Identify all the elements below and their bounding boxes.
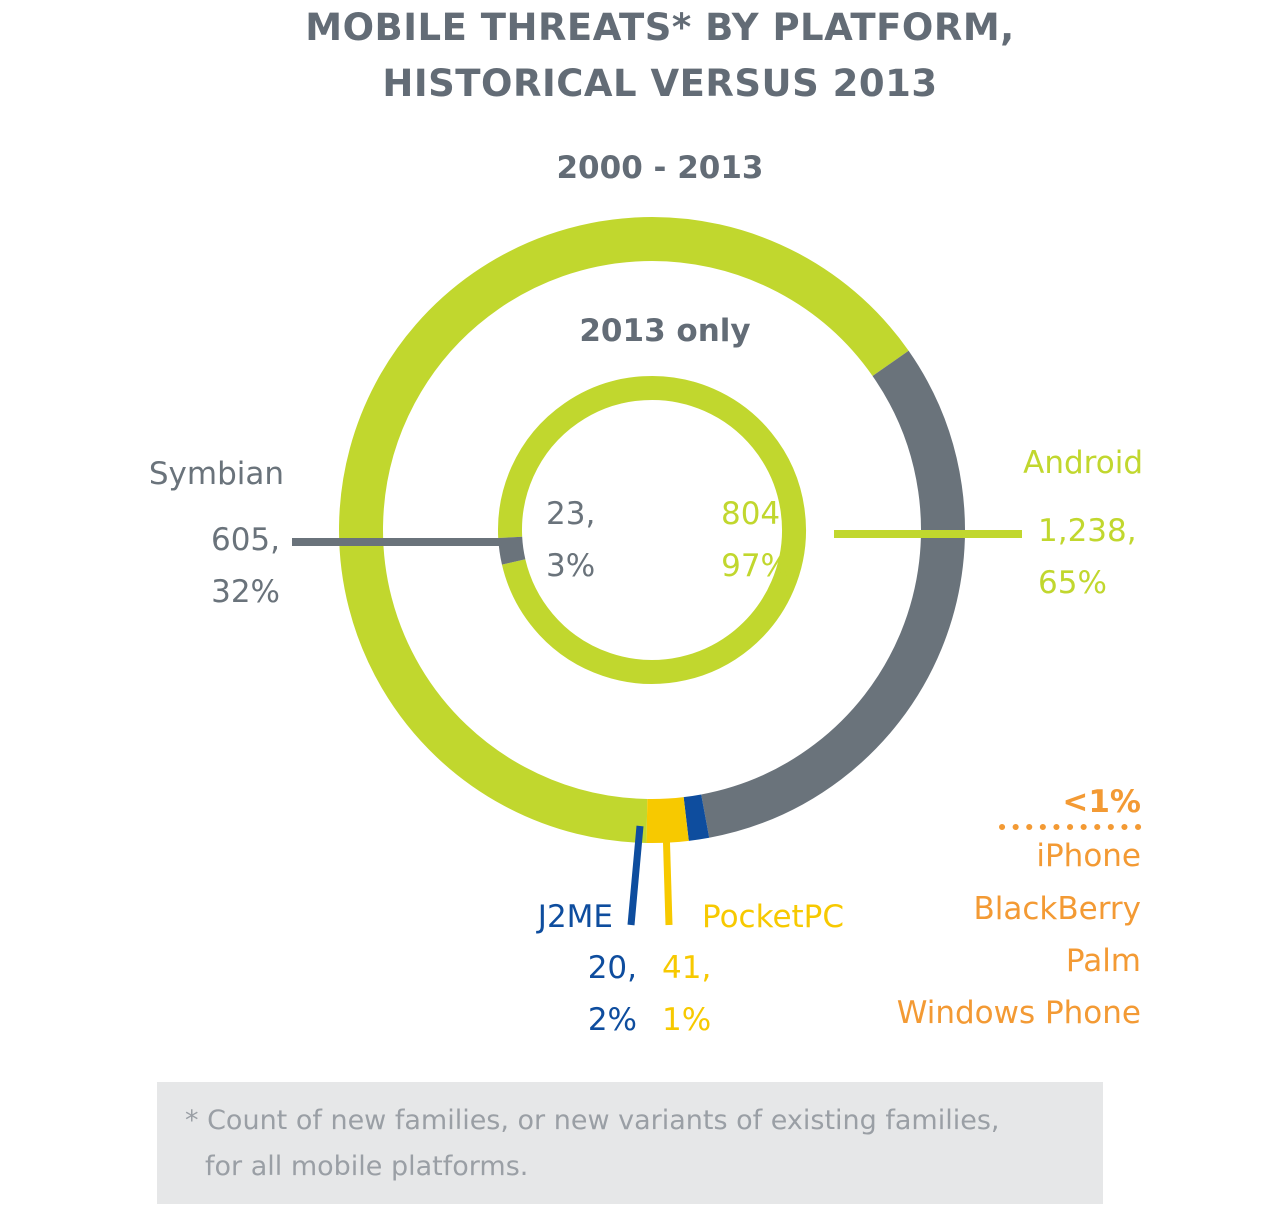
minor-item-blackberry: BlackBerry	[973, 891, 1141, 927]
inner-slice-symbian	[498, 536, 526, 565]
pocketpc-value: 41,	[662, 950, 711, 986]
pocketpc-leader-line	[662, 825, 673, 926]
symbian-inner-percent: 3%	[546, 548, 595, 584]
footnote-line-2: for all mobile platforms.	[205, 1151, 529, 1182]
inner-slice-android	[498, 376, 806, 684]
inner-ring	[498, 376, 806, 684]
footnote-box: * Count of new families, or new variants…	[157, 1082, 1103, 1204]
j2me-leader-line	[627, 825, 644, 926]
symbian-label: Symbian	[149, 456, 284, 492]
outer-ring	[339, 217, 965, 843]
chart-title-line-2: HISTORICAL VERSUS 2013	[382, 62, 938, 105]
pocketpc-percent: 1%	[662, 1002, 711, 1038]
android-outer-percent: 65%	[1038, 565, 1107, 601]
j2me-value: 20,	[588, 950, 637, 986]
symbian-outer-value: 605,	[211, 522, 280, 558]
minor-item-iphone: iPhone	[1036, 838, 1141, 874]
j2me-label: J2ME	[536, 899, 613, 935]
outer-slice-android	[339, 217, 909, 843]
symbian-inner-value: 23,	[546, 496, 595, 532]
outer-slice-j2me	[683, 794, 710, 841]
android-outer-value: 1,238,	[1038, 513, 1137, 549]
outer-slice-symbian	[701, 350, 965, 838]
minor-heading: <1%	[1062, 784, 1141, 820]
chart-title-line-1: MOBILE THREATS* BY PLATFORM,	[305, 6, 1015, 49]
footnote-text: * Count of new families, or new variants…	[185, 1098, 1085, 1190]
symbian-outer-percent: 32%	[211, 574, 280, 610]
minor-item-windows-phone: Windows Phone	[897, 995, 1141, 1031]
android-inner-percent: 97%	[721, 548, 790, 584]
android-label: Android	[1023, 445, 1143, 481]
outer-ring-title: 2000 - 2013	[556, 150, 763, 186]
inner-ring-title: 2013 only	[579, 313, 750, 349]
minor-item-palm: Palm	[1066, 943, 1141, 979]
android-inner-value: 804,	[721, 496, 790, 532]
footnote-line-1: * Count of new families, or new variants…	[185, 1105, 1000, 1136]
j2me-percent: 2%	[588, 1002, 637, 1038]
pocketpc-label: PocketPC	[702, 899, 844, 935]
outer-slice-pocketpc	[646, 797, 689, 843]
